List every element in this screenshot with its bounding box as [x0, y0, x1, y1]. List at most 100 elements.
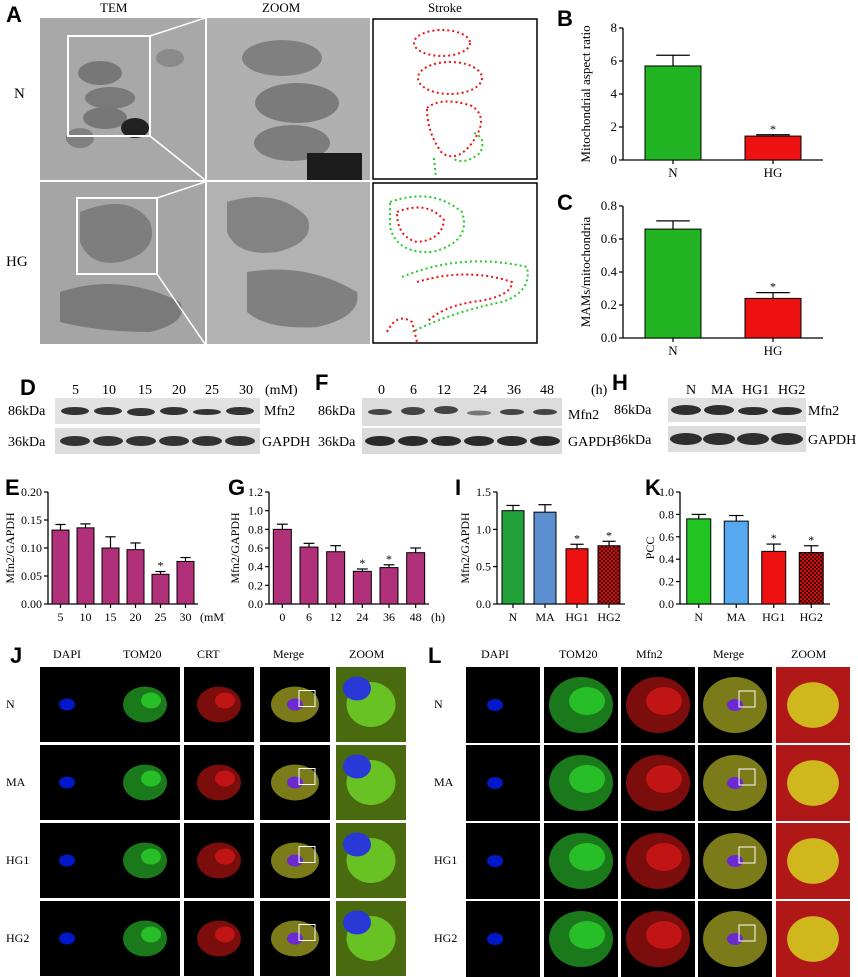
lane-label: 48: [540, 383, 554, 398]
bar-12: [326, 551, 346, 605]
panel-label-b: B: [557, 6, 573, 31]
chart-i: 0.0 0.5 1.0 1.5 Mfn2/GAPDH N MA * HG1 * HG2: [458, 485, 625, 624]
x-tick-label: HG: [764, 165, 783, 180]
unit-label: (mM): [265, 383, 298, 398]
micro-image: [621, 667, 695, 743]
y-tick-label: 0.6: [248, 541, 263, 555]
x-tick-label: MA: [727, 610, 747, 624]
x-tick-label: 0: [279, 610, 285, 624]
lane-label: N: [686, 383, 697, 398]
protein-label: Mfn2: [568, 408, 600, 423]
bar-24: [352, 570, 372, 605]
micro-image: [698, 745, 772, 821]
lane-label: 5: [72, 383, 79, 398]
micro-col-label: CRT: [197, 647, 220, 661]
significance-mark: *: [771, 531, 777, 545]
panel-label-d: D: [20, 375, 36, 400]
micro-image: [466, 745, 540, 821]
x-unit-label: (mM): [200, 610, 225, 624]
micro-image: [776, 667, 850, 743]
x-tick-label: HG2: [800, 610, 823, 624]
row-label-n: N: [14, 86, 25, 102]
micro-col-label: ZOOM: [349, 647, 385, 661]
micro-image: [776, 745, 850, 821]
y-tick-label: 1.0: [248, 504, 263, 518]
micro-image: [184, 667, 254, 742]
blot-d: [55, 398, 260, 454]
panel-label-h: H: [612, 370, 628, 395]
chart-k: 0.0 0.2 0.4 0.6 0.8 1.0 PCC N MA * HG1 * HG2: [643, 485, 830, 624]
micro-image: [260, 745, 330, 820]
x-tick-label: 5: [58, 610, 64, 624]
y-tick-label: 6: [611, 53, 618, 68]
lane-label: 6: [410, 383, 417, 398]
y-tick-label: 0.0: [601, 330, 617, 345]
micro-image: [260, 823, 330, 898]
bar-0: [272, 528, 292, 605]
y-axis-label: Mfn2/GAPDH: [3, 512, 17, 584]
micro-col-label: Mfn2: [636, 647, 663, 661]
control-label: GAPDH: [808, 433, 857, 448]
micro-col-label: DAPI: [481, 647, 510, 661]
micro-image: [40, 901, 110, 976]
bar-5: [51, 529, 70, 605]
chart-c: 0.0 0.2 0.4 0.6 0.8 MAMs/mitochondria N * HG: [578, 198, 823, 358]
x-tick-label: N: [668, 165, 678, 180]
blot-f: [362, 398, 562, 454]
x-unit-label: (h): [431, 610, 445, 624]
y-tick-label: 0.0: [476, 597, 491, 611]
bar-25: [151, 573, 170, 605]
x-tick-label: 15: [105, 610, 117, 624]
y-axis-label: MAMs/mitochondria: [578, 217, 593, 328]
y-tick-label: 0.0: [659, 597, 674, 611]
lane-label: HG1: [742, 383, 770, 398]
y-tick-label: 8: [611, 20, 618, 35]
micro-image: [466, 901, 540, 977]
micro-image: [40, 823, 110, 898]
significance-mark: *: [574, 531, 580, 545]
bar-N: [644, 65, 702, 161]
chart-e: 0.00 0.05 0.10 0.15 0.20 Mfn2/GAPDH 5 10 15 20 * 25…: [3, 485, 225, 624]
micro-image: [776, 901, 850, 977]
lane-label: MA: [711, 383, 734, 398]
micro-image: [621, 745, 695, 821]
y-tick-label: 0.8: [248, 522, 263, 536]
col-label-tem: TEM: [100, 0, 128, 15]
micro-image: [466, 667, 540, 743]
micro-image: [336, 667, 406, 742]
micro-image: [110, 667, 180, 742]
x-tick-label: 48: [410, 610, 422, 624]
mw-label: 86kDa: [614, 403, 652, 418]
blot-h: [668, 398, 806, 452]
y-tick-label: 0.8: [659, 507, 674, 521]
micro-image: [110, 745, 180, 820]
panel-label-g: G: [228, 475, 246, 500]
bar-N: [644, 228, 702, 339]
x-tick-label: N: [694, 610, 703, 624]
micro-row-label: HG2: [6, 930, 30, 945]
panel-label-l: L: [428, 643, 442, 668]
x-tick-label: 25: [155, 610, 167, 624]
micro-col-label: TOM20: [559, 647, 598, 661]
micro-image: [336, 823, 406, 898]
micro-row-label: MA: [434, 775, 454, 789]
x-tick-label: HG1: [762, 610, 785, 624]
bar-N: [501, 510, 525, 605]
zoom-image-n: [207, 18, 370, 180]
panel-label-j: J: [10, 643, 23, 668]
bar-15: [101, 547, 120, 605]
x-tick-label: 24: [356, 610, 368, 624]
x-tick-label: HG: [764, 343, 783, 358]
bar-HG1: [565, 548, 589, 605]
mw-label: 86kDa: [318, 404, 356, 419]
micro-col-label: ZOOM: [791, 647, 827, 661]
panel-label-c: C: [557, 190, 573, 215]
control-label: GAPDH: [568, 435, 617, 450]
bar-10: [76, 527, 95, 605]
bar-36: [379, 567, 399, 605]
y-tick-label: 0: [611, 152, 618, 167]
lane-label: 0: [378, 383, 385, 398]
y-tick-label: 0.20: [21, 485, 42, 499]
control-label: GAPDH: [262, 435, 311, 450]
x-tick-label: 36: [383, 610, 395, 624]
